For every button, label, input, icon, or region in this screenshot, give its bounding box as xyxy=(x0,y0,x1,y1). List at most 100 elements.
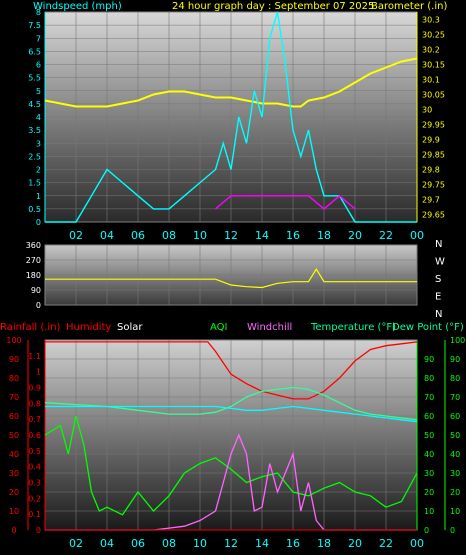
direction-tick-label: 0 xyxy=(36,301,41,310)
bottom-panel-x-tick-label: 08 xyxy=(162,537,176,550)
series-temperature-f-line xyxy=(44,386,418,421)
windspeed-tick-label: 3.5 xyxy=(28,126,41,135)
top-panel-x-tick-label: 08 xyxy=(162,229,176,242)
direction-tick-label: 90 xyxy=(31,286,41,295)
temperature-tick-label: 10 xyxy=(424,507,434,516)
dew-point-tick-label: 10 xyxy=(450,507,460,516)
bottom-panel-x-tick-label: 18 xyxy=(317,537,331,550)
humidity-tick-label: 30 xyxy=(9,469,19,478)
barometer-tick-label: 30.05 xyxy=(422,91,445,100)
temperature-tick-label: 50 xyxy=(424,431,434,440)
temperature-tick-label: 80 xyxy=(424,374,434,383)
compass-label: N xyxy=(435,309,442,320)
barometer-tick-label: 30.1 xyxy=(422,76,440,85)
dew-point-tick-label: 30 xyxy=(450,469,460,478)
windspeed-tick-label: 2 xyxy=(36,166,41,175)
series-barometer-in-line xyxy=(44,57,418,108)
barometer-tick-label: 30 xyxy=(422,106,432,115)
top-panel-x-tick-label: 02 xyxy=(69,229,83,242)
windspeed-tick-label: 2.5 xyxy=(28,152,41,161)
windspeed-tick-label: 0 xyxy=(36,218,41,227)
bottom-panel-x-tick-label: 22 xyxy=(379,537,393,550)
humidity-tick-label: 80 xyxy=(9,374,19,383)
humidity-tick-label: 40 xyxy=(9,450,19,459)
temperature-tick-label: 90 xyxy=(424,355,434,364)
windspeed-axis-label: Windspeed (mph) xyxy=(33,1,122,12)
dew-point-tick-label: 40 xyxy=(450,450,460,459)
legend-humidity: Humidity xyxy=(66,322,111,333)
temperature-tick-label: 20 xyxy=(424,488,434,497)
series-humidity-line xyxy=(45,341,418,400)
humidity-tick-label: 50 xyxy=(9,431,19,440)
top-panel-x-tick-label: 12 xyxy=(224,229,238,242)
bottom-panel-x-tick-label: 20 xyxy=(348,537,362,550)
legend-windchill: Windchill xyxy=(247,322,292,333)
series-gust-line xyxy=(215,194,356,210)
barometer-tick-label: 30.2 xyxy=(422,46,440,55)
rainfall-tick-label: 0.5 xyxy=(28,447,41,456)
windspeed-tick-label: 3 xyxy=(36,139,41,148)
direction-tick-label: 270 xyxy=(26,256,41,265)
dew-point-tick-label: 0 xyxy=(450,526,455,535)
dew-point-tick-label: 20 xyxy=(450,488,460,497)
top-panel-x-tick-label: 18 xyxy=(317,229,331,242)
legend-rainfall: Rainfall (.in) xyxy=(0,322,61,333)
bottom-panel-x-tick-label: 04 xyxy=(100,537,114,550)
windspeed-tick-label: 5.5 xyxy=(28,74,41,83)
windspeed-tick-label: 0.5 xyxy=(28,205,41,214)
windspeed-tick-label: 7.5 xyxy=(28,21,41,30)
rainfall-tick-label: 0.9 xyxy=(28,384,41,393)
legend-aqi: AQI xyxy=(210,322,228,333)
series-solar-line xyxy=(45,433,417,531)
barometer-axis-label: Barometer (.in) xyxy=(371,1,447,12)
windspeed-tick-label: 5 xyxy=(36,87,41,96)
rainfall-tick-label: 0.7 xyxy=(28,415,41,424)
chart-title: 24 hour graph day : September 07 2025 xyxy=(172,1,374,12)
compass-label: W xyxy=(435,257,445,268)
temperature-tick-label: 40 xyxy=(424,450,434,459)
dew-point-tick-label: 80 xyxy=(450,374,460,383)
series-dew-point-f-line xyxy=(45,405,418,423)
bottom-panel-x-tick-label: 14 xyxy=(255,537,269,550)
rainfall-tick-label: 0.1 xyxy=(28,510,41,519)
windspeed-tick-label: 8 xyxy=(36,8,41,17)
bottom-panel-x-tick-label: 02 xyxy=(69,537,83,550)
windspeed-tick-label: 4 xyxy=(36,113,41,122)
windspeed-tick-label: 6 xyxy=(36,61,41,70)
windspeed-tick-label: 1.5 xyxy=(28,179,41,188)
legend-temperature: Temperature (°F) xyxy=(310,322,396,333)
top-panel-x-tick-label: 04 xyxy=(100,229,114,242)
humidity-tick-label: 70 xyxy=(9,393,19,402)
bottom-panel-x-tick-label: 12 xyxy=(224,537,238,550)
legend-solar: Solar xyxy=(117,322,143,333)
top-panel-x-tick-label: 16 xyxy=(286,229,300,242)
temperature-tick-label: 70 xyxy=(424,393,434,402)
top-panel-x-tick-label: 00 xyxy=(410,229,424,242)
humidity-tick-label: 90 xyxy=(9,355,19,364)
humidity-tick-label: 60 xyxy=(9,412,19,421)
rainfall-tick-label: 0.6 xyxy=(28,431,41,440)
barometer-tick-label: 29.7 xyxy=(422,196,440,205)
series-aqi-line xyxy=(44,415,418,516)
legend-dew-point: Dew Point (°F) xyxy=(392,322,464,333)
humidity-tick-label: 100 xyxy=(6,336,21,345)
rainfall-tick-label: 0.4 xyxy=(28,463,41,472)
rainfall-tick-label: 1 xyxy=(36,368,41,377)
humidity-tick-label: 0 xyxy=(11,526,16,535)
dew-point-tick-label: 90 xyxy=(450,355,460,364)
rainfall-tick-label: 0.2 xyxy=(28,494,41,503)
temperature-tick-label: 30 xyxy=(424,469,434,478)
top-panel-x-tick-label: 20 xyxy=(348,229,362,242)
dew-point-tick-label: 50 xyxy=(450,431,460,440)
top-panel-x-tick-label: 06 xyxy=(131,229,145,242)
rainfall-tick-label: 0 xyxy=(36,526,41,535)
direction-tick-label: 180 xyxy=(26,271,41,280)
temperature-tick-label: 60 xyxy=(424,412,434,421)
dew-point-tick-label: 60 xyxy=(450,412,460,421)
windspeed-tick-label: 1 xyxy=(36,192,41,201)
windspeed-tick-label: 6.5 xyxy=(28,47,41,56)
barometer-tick-label: 29.75 xyxy=(422,181,445,190)
top-panel-x-tick-label: 10 xyxy=(193,229,207,242)
rainfall-tick-label: 1.1 xyxy=(28,352,41,361)
